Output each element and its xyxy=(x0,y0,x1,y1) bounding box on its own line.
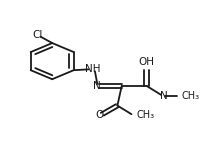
Text: CH₃: CH₃ xyxy=(136,110,154,120)
Text: NH: NH xyxy=(85,64,100,74)
Text: CH₃: CH₃ xyxy=(182,91,200,101)
Text: OH: OH xyxy=(139,57,155,67)
Text: N: N xyxy=(160,91,167,101)
Text: N: N xyxy=(93,81,101,91)
Text: O: O xyxy=(95,110,104,120)
Text: Cl: Cl xyxy=(32,30,42,40)
